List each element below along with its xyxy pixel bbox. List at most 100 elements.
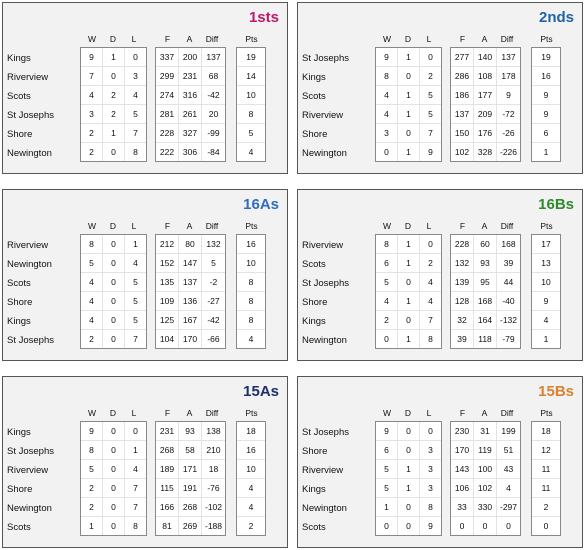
cell-w: 1: [81, 516, 103, 535]
cell-l: 7: [419, 123, 441, 143]
table-row: 4: [237, 330, 265, 349]
cell-pts: 2: [532, 497, 560, 517]
cell-w: 0: [376, 516, 398, 535]
cell-w: 9: [376, 48, 398, 67]
column-header-pts: Pts: [540, 221, 553, 231]
table-row: 10: [237, 85, 265, 105]
team-name: Scots: [7, 91, 31, 102]
cell-w: 8: [376, 66, 398, 86]
cell-f: 39: [451, 329, 474, 348]
cell-a: 108: [473, 66, 497, 86]
cell-diff: -76: [201, 478, 225, 498]
team-name: Shore: [302, 446, 328, 457]
table-row: 228 60 168: [451, 235, 520, 254]
team-name: Shore: [7, 129, 33, 140]
column-header-diff: Diff: [500, 221, 514, 231]
table-row: 18: [532, 422, 560, 441]
cell-w: 2: [81, 478, 103, 498]
team-name: St Josephs: [7, 110, 54, 121]
cell-d: 0: [102, 422, 125, 441]
cell-pts: 5: [237, 123, 265, 143]
cell-a: 200: [178, 48, 202, 67]
cell-d: 1: [397, 48, 420, 67]
cell-diff: -42: [201, 85, 225, 105]
team-name: Kings: [7, 427, 31, 438]
team-names: Kings St Josephs Riverview Shore Newington Sc…: [7, 423, 75, 537]
column-header-l: L: [131, 221, 137, 231]
table-row: 166 268 -102: [156, 497, 225, 517]
cell-d: 0: [397, 422, 420, 441]
cell-d: 0: [102, 516, 125, 535]
cell-f: 109: [156, 291, 179, 311]
column-header-d: D: [404, 34, 412, 44]
column-header-f: F: [164, 34, 171, 44]
cell-pts: 8: [237, 272, 265, 292]
cell-l: 8: [133, 147, 138, 157]
cell-l: 0: [419, 422, 441, 441]
table-row: 106 102 4: [451, 478, 520, 498]
cell-diff: 68: [201, 66, 225, 86]
cell-f: 228: [156, 123, 179, 143]
cell-l: 4: [419, 272, 441, 292]
column-header-diff: Diff: [205, 408, 219, 418]
cell-a: 328: [473, 142, 497, 161]
cell-d: 0: [102, 310, 125, 330]
column-header-pts: Pts: [540, 34, 553, 44]
team-name: St Josephs: [302, 427, 349, 438]
cell-d: 1: [397, 329, 420, 348]
cell-w: 4: [81, 85, 103, 105]
column-header-a: A: [481, 34, 488, 44]
cell-pts: 4: [248, 147, 254, 157]
cell-f: 115: [156, 478, 179, 498]
table-row: 1: [532, 330, 560, 349]
cell-l: 3: [419, 478, 441, 498]
cell-a: 80: [178, 235, 202, 254]
cell-a: 177: [473, 85, 497, 105]
team-names: St Josephs Kings Scots Riverview Shore Newing…: [302, 49, 370, 163]
table-row: 139 95 44: [451, 272, 520, 292]
cell-w: 1: [376, 497, 398, 517]
table-row: 81 269 -188: [156, 516, 225, 535]
column-header-f: F: [164, 221, 171, 231]
cell-diff: 137: [496, 48, 520, 67]
cell-f: 104: [156, 329, 179, 348]
table-row: 16: [237, 440, 265, 460]
cell-w: 0: [376, 329, 398, 348]
cell-a: 58: [178, 440, 202, 460]
team-name: St Josephs: [7, 446, 54, 457]
panel-title: 16As: [243, 196, 279, 213]
cell-l: 7: [133, 334, 138, 344]
cell-w: 5: [81, 253, 103, 273]
table-row: 17: [532, 235, 560, 254]
cell-pts: 18: [237, 422, 265, 441]
cell-pts: 17: [532, 235, 560, 254]
table-row: 150 176 -26: [451, 123, 520, 143]
cell-l: 8: [428, 334, 433, 344]
table-row: 212 80 132: [156, 235, 225, 254]
table-row: 299 231 68: [156, 66, 225, 86]
cell-pts: 13: [532, 253, 560, 273]
cell-w: 9: [81, 48, 103, 67]
cell-w: 5: [376, 272, 398, 292]
cell-l: 4: [419, 291, 441, 311]
table-row: 189 171 18: [156, 459, 225, 479]
scores-grid: 212 80 132 152 147 5 135 137 -2 109 136 -27 125 167 -4…: [155, 234, 226, 349]
cell-w: 8: [81, 440, 103, 460]
table-row: 277 140 137: [451, 48, 520, 67]
cell-a: 147: [178, 253, 202, 273]
cell-a: 316: [178, 85, 202, 105]
table-row: 109 136 -27: [156, 291, 225, 311]
column-header-f: F: [164, 408, 171, 418]
cell-diff: 168: [496, 235, 520, 254]
column-header-diff: Diff: [205, 221, 219, 231]
team-name: Kings: [302, 484, 326, 495]
team-name: Scots: [302, 91, 326, 102]
